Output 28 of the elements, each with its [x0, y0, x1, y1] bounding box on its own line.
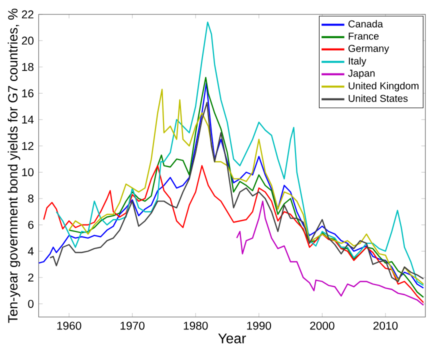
- y-tick-label: 18: [22, 62, 34, 71]
- y-tick-label: 16: [22, 89, 34, 98]
- y-axis-title: Ten-year government bond yields for G7 countries, %: [8, 8, 20, 323]
- x-tick-label: 1970: [120, 322, 144, 330]
- y-tick-label: 12: [22, 142, 34, 150]
- line-series: [236, 200, 424, 306]
- y-tick-label: 4: [28, 247, 34, 256]
- y-tick-label: 6: [28, 220, 34, 229]
- x-tick-label: 1980: [184, 322, 208, 330]
- y-tick-label: 2: [28, 274, 34, 282]
- legend-label: Canada: [348, 20, 384, 28]
- legend-label: France: [348, 32, 379, 40]
- x-tick-label: 2000: [310, 322, 334, 330]
- x-axis-title: Year: [218, 334, 246, 344]
- y-tick-label: 0: [28, 300, 34, 308]
- legend-label: Italy: [348, 57, 366, 67]
- y-tick-label: 8: [28, 194, 34, 203]
- x-tick-label: 2010: [373, 322, 398, 330]
- y-tick-label: 10: [22, 168, 34, 176]
- legend-label: United States: [348, 94, 408, 102]
- legend-label: Germany: [348, 44, 390, 54]
- legend-label: United Kingdom: [348, 82, 418, 92]
- y-tick-label: 20: [22, 36, 34, 45]
- legend-label: Japan: [348, 70, 375, 79]
- x-tick-label: 1990: [247, 322, 272, 330]
- y-tick-label: 22: [22, 10, 34, 18]
- x-tick-label: 1960: [57, 322, 82, 330]
- y-tick-label: 14: [22, 116, 34, 124]
